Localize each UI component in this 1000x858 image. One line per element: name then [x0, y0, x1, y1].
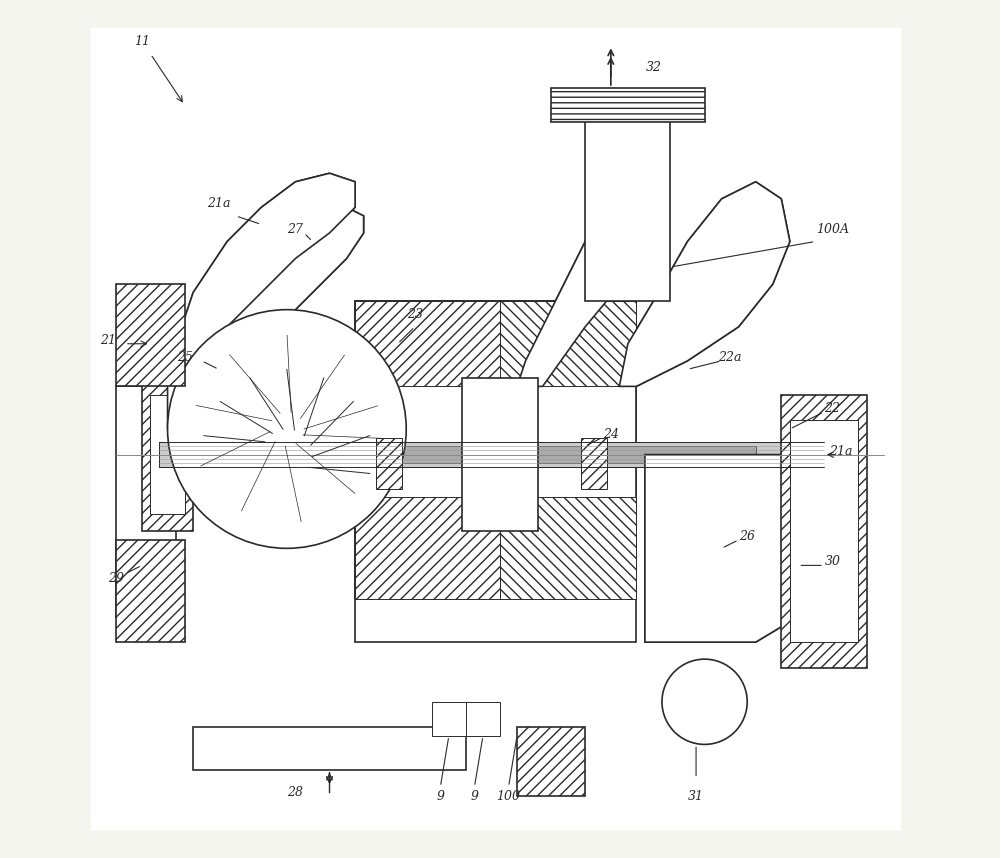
Text: 100: 100: [497, 790, 521, 803]
Polygon shape: [466, 702, 500, 736]
Polygon shape: [355, 301, 500, 386]
Polygon shape: [168, 173, 355, 480]
Text: 24: 24: [603, 427, 619, 440]
Text: 27: 27: [287, 223, 303, 236]
Polygon shape: [116, 557, 176, 617]
Polygon shape: [116, 540, 185, 642]
Polygon shape: [159, 208, 364, 497]
Polygon shape: [790, 420, 858, 642]
Text: 21a: 21a: [207, 197, 230, 210]
Text: 31: 31: [688, 790, 704, 803]
Text: 100A: 100A: [816, 223, 849, 236]
Text: 30: 30: [824, 555, 840, 568]
Polygon shape: [517, 728, 585, 795]
Polygon shape: [91, 28, 901, 830]
Polygon shape: [781, 395, 867, 668]
Polygon shape: [355, 301, 636, 642]
Polygon shape: [159, 442, 824, 468]
Polygon shape: [585, 113, 670, 301]
Text: 25: 25: [177, 351, 193, 364]
Polygon shape: [551, 88, 705, 122]
Text: 21: 21: [100, 334, 116, 347]
Text: 32: 32: [645, 61, 661, 74]
Text: 23: 23: [407, 308, 423, 321]
Text: 28: 28: [287, 786, 303, 799]
Polygon shape: [150, 395, 185, 514]
Text: 21a: 21a: [829, 444, 853, 457]
Polygon shape: [376, 438, 402, 489]
Polygon shape: [619, 182, 790, 386]
Polygon shape: [645, 455, 841, 642]
Text: 9: 9: [436, 790, 444, 803]
Polygon shape: [517, 173, 653, 386]
Polygon shape: [116, 386, 176, 557]
Polygon shape: [116, 284, 185, 386]
Text: 29: 29: [108, 572, 124, 585]
Polygon shape: [500, 497, 636, 600]
Text: 22a: 22a: [718, 351, 742, 364]
Text: 9: 9: [470, 790, 478, 803]
Polygon shape: [500, 301, 636, 386]
Polygon shape: [142, 378, 193, 531]
Text: 22: 22: [824, 402, 840, 415]
Polygon shape: [581, 438, 607, 489]
Polygon shape: [619, 182, 790, 386]
Polygon shape: [168, 173, 355, 480]
Polygon shape: [462, 378, 538, 531]
Polygon shape: [355, 497, 500, 600]
Polygon shape: [355, 301, 636, 600]
Polygon shape: [517, 173, 653, 386]
Text: 11: 11: [134, 35, 150, 48]
Polygon shape: [432, 702, 466, 736]
Circle shape: [168, 310, 406, 548]
Polygon shape: [202, 446, 756, 463]
Polygon shape: [645, 455, 841, 642]
Text: 26: 26: [739, 530, 755, 543]
Polygon shape: [159, 208, 364, 497]
Circle shape: [662, 659, 747, 745]
Polygon shape: [193, 728, 466, 770]
